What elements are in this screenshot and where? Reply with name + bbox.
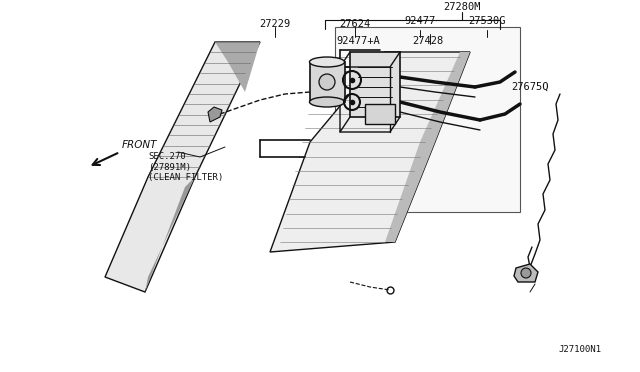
Text: 27530G: 27530G [468, 16, 506, 26]
Polygon shape [365, 104, 395, 124]
Polygon shape [514, 264, 538, 282]
Text: J27100N1: J27100N1 [559, 346, 602, 355]
Text: 27675Q: 27675Q [511, 82, 548, 92]
Polygon shape [350, 52, 400, 117]
Ellipse shape [310, 97, 344, 107]
Text: 27229: 27229 [259, 19, 291, 29]
Text: 27624: 27624 [339, 19, 371, 29]
Text: SEC.270
(27891M)
(CLEAN FILTER): SEC.270 (27891M) (CLEAN FILTER) [148, 152, 223, 182]
Circle shape [521, 268, 531, 278]
Text: FRONT: FRONT [122, 140, 157, 150]
Polygon shape [208, 107, 222, 122]
Polygon shape [105, 42, 260, 292]
Circle shape [319, 74, 335, 90]
Polygon shape [215, 42, 260, 92]
Polygon shape [335, 27, 520, 212]
Text: 92477: 92477 [404, 16, 436, 26]
Ellipse shape [310, 57, 344, 67]
Polygon shape [145, 177, 195, 292]
Polygon shape [385, 52, 470, 242]
Text: 27280M: 27280M [444, 2, 481, 12]
Text: 92477+A: 92477+A [336, 36, 380, 46]
Polygon shape [310, 62, 345, 102]
Text: 27428: 27428 [412, 36, 444, 46]
Polygon shape [270, 52, 470, 252]
